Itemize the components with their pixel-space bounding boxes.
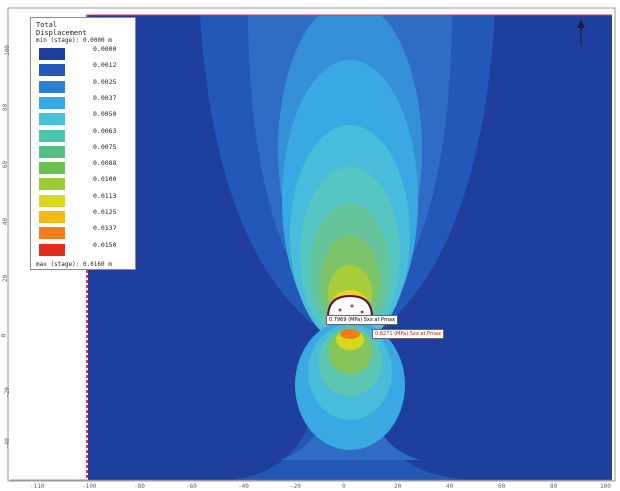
legend-value: 0.0037 — [93, 93, 117, 102]
legend-value: 0.0137 — [93, 224, 117, 233]
legend-title: Total — [36, 21, 58, 29]
north-arrow-icon — [577, 20, 585, 46]
legend-swatch — [39, 129, 65, 142]
legend-value: 0.0125 — [93, 208, 117, 216]
x-tick-label: 100 — [600, 483, 611, 490]
legend-swatch — [39, 243, 65, 256]
outer-frame — [7, 7, 616, 482]
x-tick-label: -20 — [290, 483, 301, 490]
displacement-contours — [200, 15, 495, 480]
x-tick-label: -40 — [238, 483, 249, 490]
x-tick-label: 20 — [394, 483, 402, 490]
legend-swatch — [39, 178, 65, 191]
legend-value: 0.0088 — [93, 159, 117, 168]
legend-value: 0.0050 — [93, 110, 117, 119]
annotation-upper: 0.7969 (MPa) Sxx at Pmax — [326, 315, 398, 325]
contour-lower-6 — [340, 329, 360, 339]
legend-swatch — [39, 227, 65, 240]
legend-value: 0.0000 — [93, 45, 117, 53]
y-tick-label: 40 — [2, 217, 10, 226]
y-tick-label: 100 — [3, 45, 11, 56]
legend-min: min (stage): 0.0000 m — [36, 37, 112, 44]
x-tick-label: -100 — [82, 483, 97, 490]
y-tick-label: 20 — [2, 274, 10, 283]
legend-swatch — [39, 145, 65, 158]
x-tick-label: -80 — [134, 483, 145, 490]
y-tick-label: -40 — [3, 438, 11, 449]
legend-swatch — [39, 96, 65, 109]
x-tick-label: 80 — [550, 483, 558, 490]
x-tick-label: 60 — [498, 483, 506, 490]
legend-value: 0.0113 — [93, 191, 117, 200]
displacement-legend: Total Displacement min (stage): 0.0000 m… — [30, 17, 136, 270]
x-tick-label: -110 — [30, 483, 45, 490]
legend-swatch — [39, 113, 65, 126]
x-tick-label: 0 — [342, 483, 346, 490]
legend-swatch — [39, 194, 65, 207]
legend-max: max (stage): 0.0160 m — [36, 261, 112, 268]
legend-value: 0.0100 — [93, 175, 117, 184]
legend-swatch — [39, 64, 65, 77]
legend-value: 0.0063 — [93, 126, 117, 135]
legend-swatch — [39, 48, 65, 60]
y-tick-label: 60 — [2, 160, 10, 169]
legend-value: 0.0025 — [93, 77, 117, 86]
legend-swatch — [39, 80, 65, 93]
legend-subtitle: Displacement — [36, 29, 87, 37]
y-tick-label: 80 — [2, 103, 10, 112]
legend-value: 0.0075 — [93, 142, 117, 151]
legend-swatch — [39, 162, 65, 175]
y-tick-label: 0 — [0, 333, 8, 338]
legend-value: 0.0012 — [93, 61, 117, 70]
legend-swatch — [39, 211, 65, 223]
x-tick-label: 40 — [446, 483, 454, 490]
legend-value: 0.0150 — [93, 240, 117, 249]
x-tick-label: -60 — [186, 483, 197, 490]
y-tick-label: -20 — [3, 387, 11, 398]
annotation-lower: 0.8271 (MPa) Sxx at Pmax — [372, 329, 444, 339]
